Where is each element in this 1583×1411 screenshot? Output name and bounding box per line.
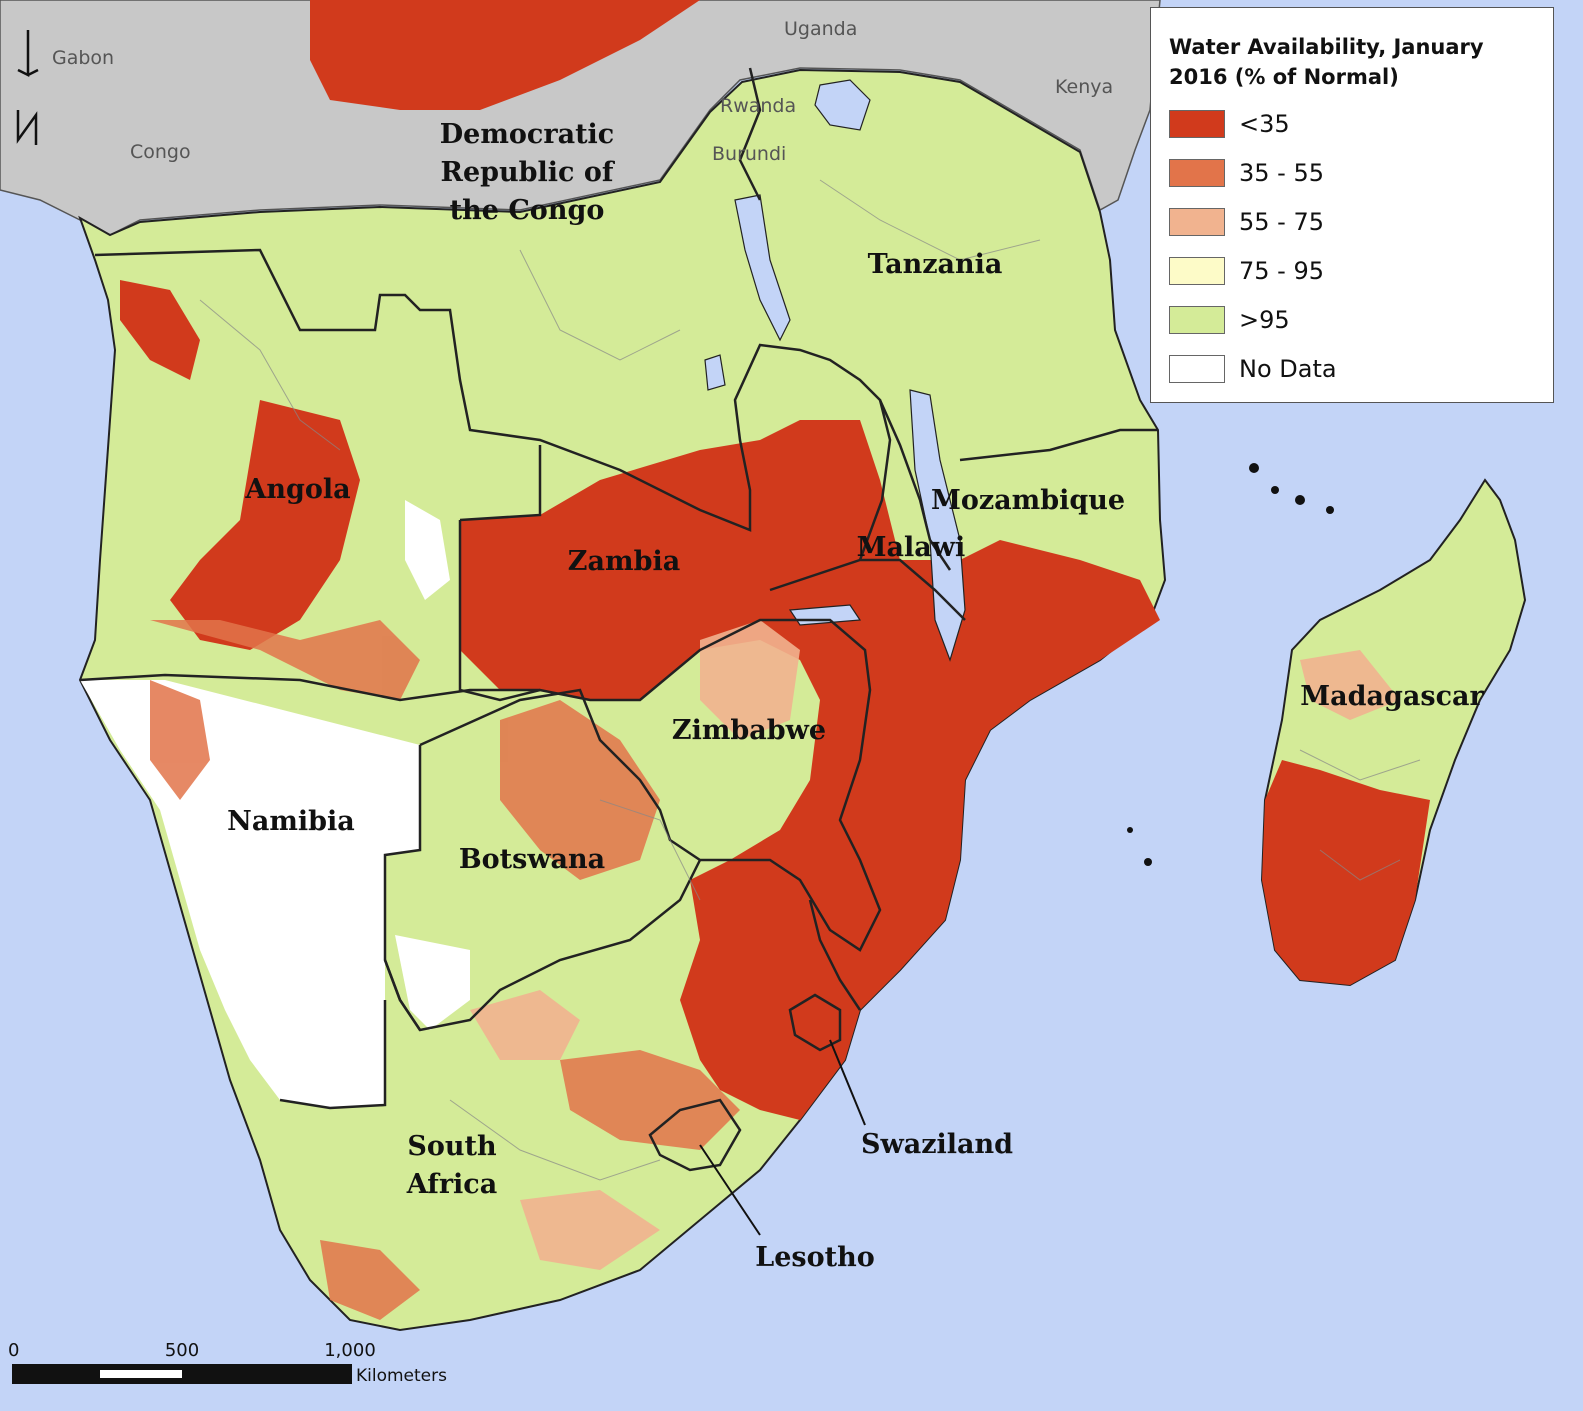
country-label-south-africa-line2: Africa [406, 1169, 498, 1200]
scale-bar-units: Kilometers [356, 1366, 447, 1386]
north-arrow-icon [16, 30, 39, 145]
legend-swatch [1169, 257, 1225, 285]
legend: Water Availability, January 2016 (% of N… [1150, 7, 1554, 403]
country-borders [79, 67, 1158, 1172]
country-label-drc-line2: Republic of [441, 157, 616, 188]
legend-swatch [1169, 208, 1225, 236]
neighbor-label-congo: Congo [130, 141, 191, 163]
no-data-areas [80, 500, 470, 1108]
country-label-angola: Angola [244, 474, 350, 505]
neighbor-label-gabon: Gabon [52, 47, 114, 69]
country-label-zambia: Zambia [568, 546, 680, 577]
swaziland-leader-line [829, 1039, 866, 1126]
legend-label: 55 - 75 [1239, 208, 1324, 236]
country-label-tanzania: Tanzania [868, 249, 1003, 280]
country-label-botswana: Botswana [459, 844, 605, 875]
country-label-drc-line1: Democratic [440, 119, 615, 150]
neighbor-label-rwanda: Rwanda [720, 95, 796, 117]
scale-bar: 0 500 1,000 Kilometers [8, 1340, 447, 1386]
country-label-namibia: Namibia [227, 806, 355, 837]
lakes [704, 79, 966, 662]
scale-bar-white-segment [100, 1370, 182, 1378]
neighbor-label-kenya: Kenya [1055, 76, 1113, 98]
legend-title: Water Availability, January 2016 (% of N… [1169, 35, 1484, 89]
legend-swatch [1169, 110, 1225, 138]
legend-label: 35 - 55 [1239, 159, 1324, 187]
small-islands [1127, 463, 1334, 866]
country-label-malawi: Malawi [857, 532, 966, 563]
legend-label: <35 [1239, 110, 1290, 138]
country-label-lesotho: Lesotho [755, 1242, 874, 1273]
scale-tick-500: 500 [165, 1340, 199, 1361]
country-label-drc-line3: the Congo [450, 195, 605, 226]
mild-drought-areas [470, 620, 1400, 1270]
legend-swatch [1169, 355, 1225, 383]
legend-label: No Data [1239, 355, 1337, 383]
neighbor-label-burundi: Burundi [712, 143, 786, 165]
severe-drought-areas [120, 0, 1430, 1120]
country-label-mozambique: Mozambique [931, 485, 1125, 516]
moderate-drought-areas [150, 620, 740, 1320]
country-label-zimbabwe: Zimbabwe [672, 715, 826, 746]
legend-swatch [1169, 159, 1225, 187]
admin-borders [199, 179, 1421, 1181]
scale-bar-black-segment [182, 1370, 348, 1378]
scale-tick-0: 0 [8, 1340, 19, 1361]
country-label-south-africa-line1: South [407, 1131, 497, 1162]
country-label-swaziland: Swaziland [861, 1129, 1013, 1160]
legend-label: >95 [1239, 306, 1290, 334]
scale-tick-1000: 1,000 [324, 1340, 376, 1361]
neighbor-label-uganda: Uganda [784, 18, 857, 40]
lesotho-leader-line [699, 1144, 761, 1236]
legend-swatch [1169, 306, 1225, 334]
country-label-madagascar: Madagascar [1300, 681, 1484, 712]
legend-label: 75 - 95 [1239, 257, 1324, 285]
